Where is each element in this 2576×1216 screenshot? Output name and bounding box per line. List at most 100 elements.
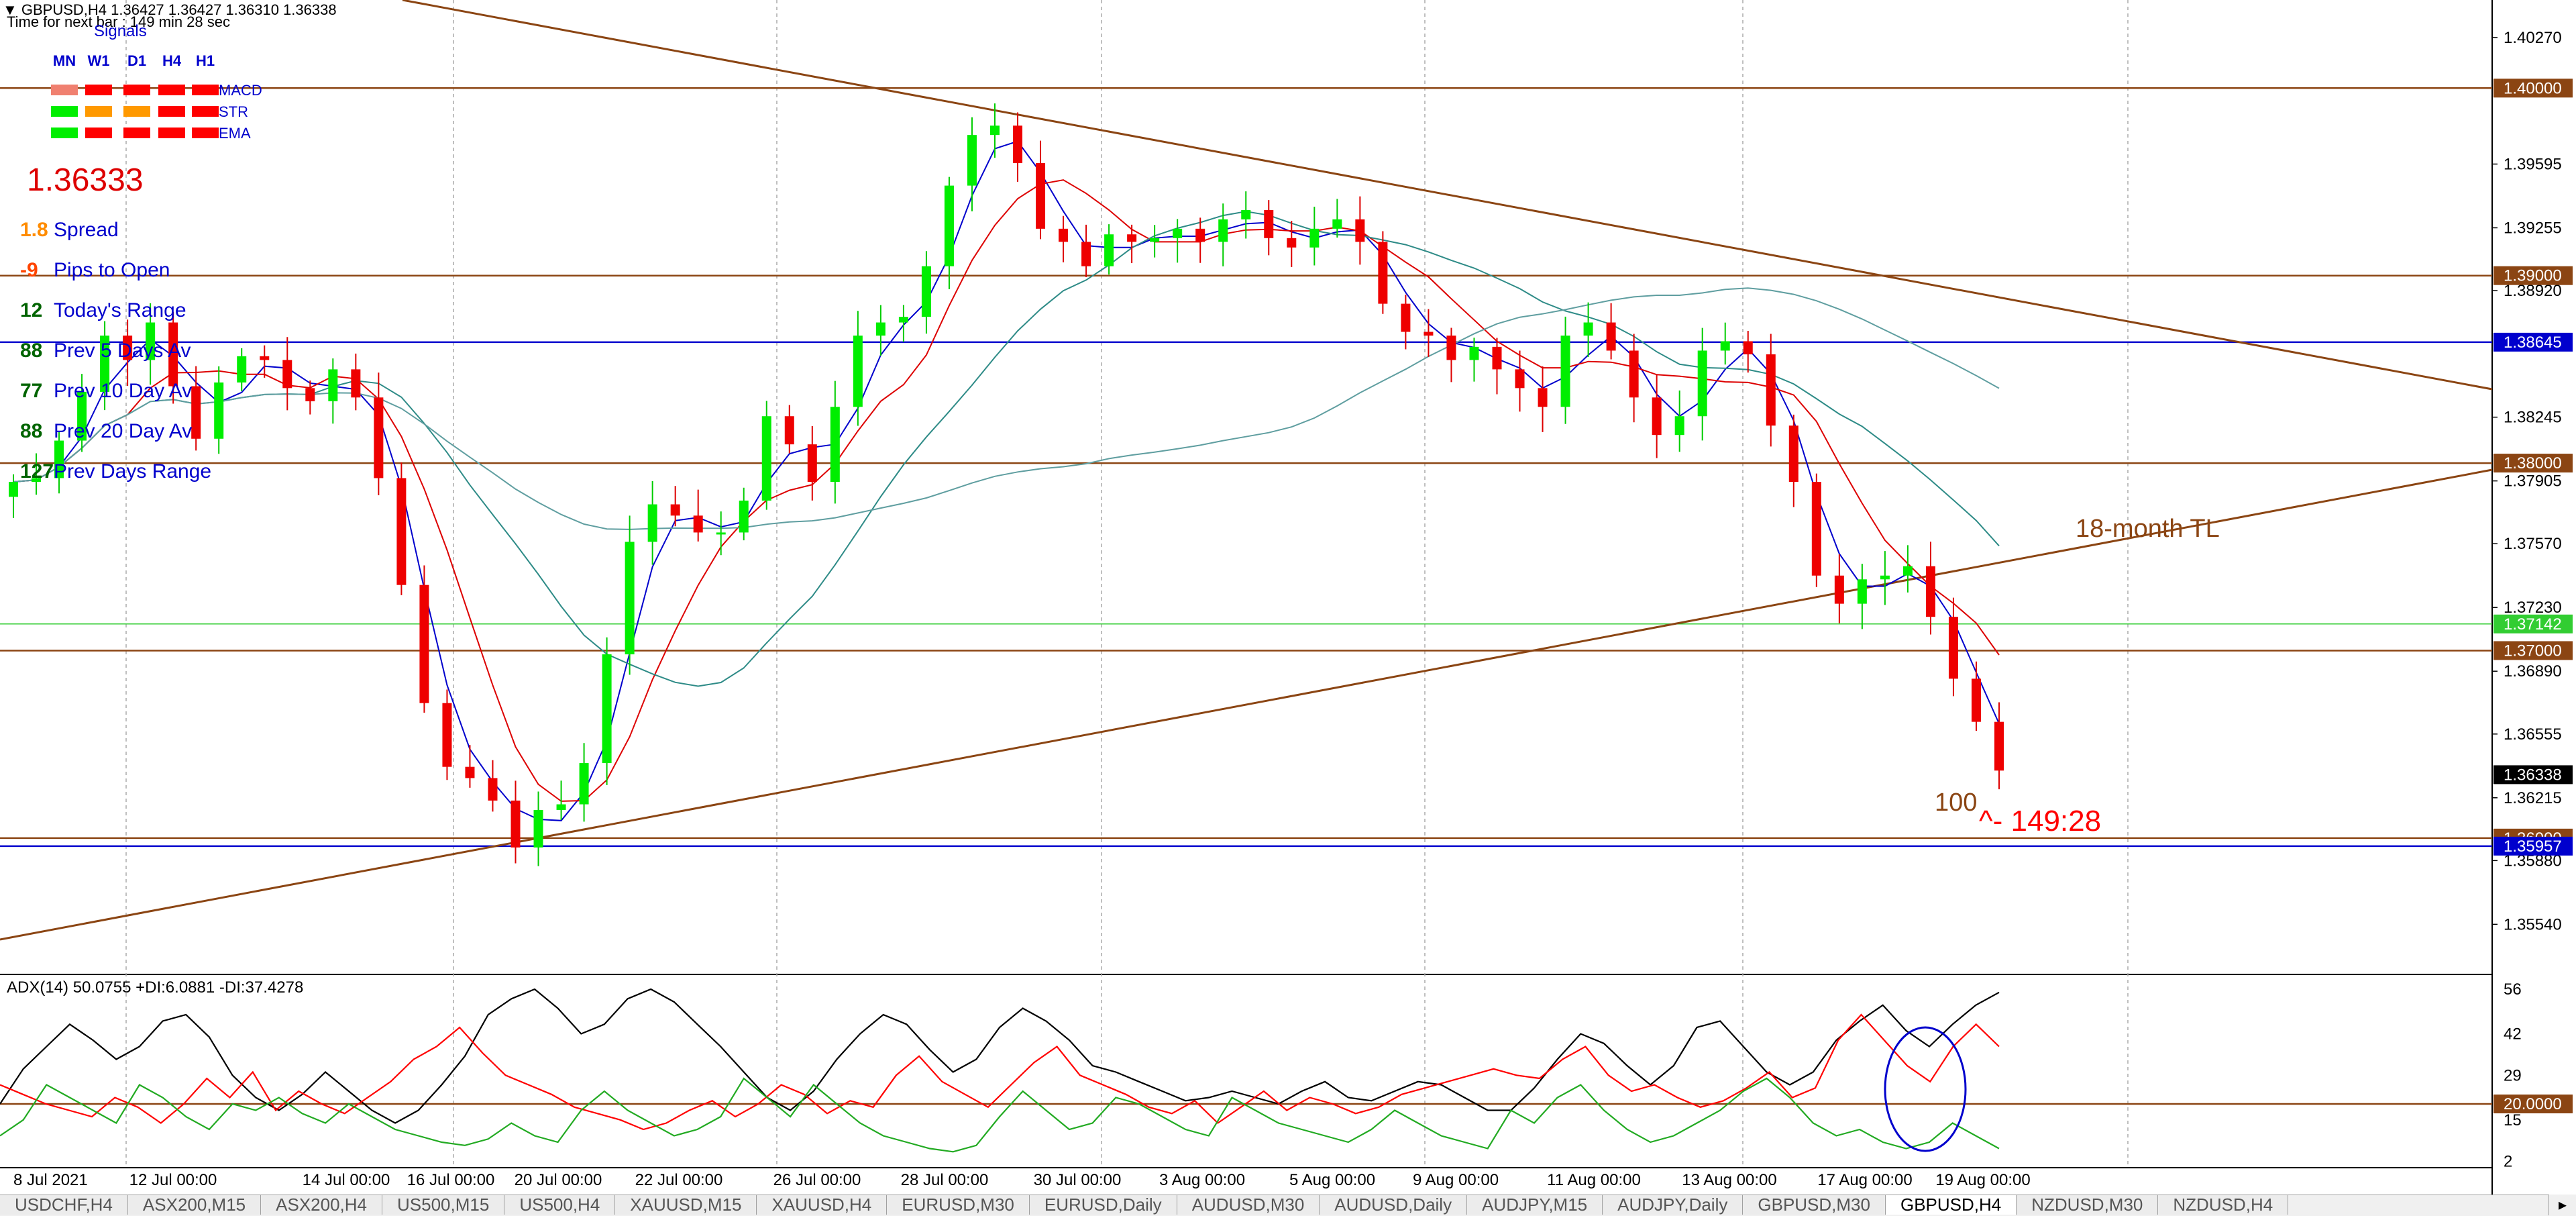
current-price-tag xyxy=(2493,765,2573,784)
candle-body xyxy=(1857,579,1867,604)
chart-tab[interactable]: EURUSD,M30 xyxy=(887,1195,1030,1215)
chart-tab[interactable]: NZDUSD,M30 xyxy=(2017,1195,2159,1215)
ema-slow-line xyxy=(13,211,2000,687)
candle-body xyxy=(533,809,543,848)
chart-tab[interactable]: ASX200,H4 xyxy=(261,1195,383,1215)
candle-body xyxy=(1743,341,1753,355)
symbol-header: ▼ GBPUSD,H4 1.36427 1.36427 1.36310 1.36… xyxy=(3,1,337,18)
x-tick-label: 5 Aug 00:00 xyxy=(1289,1171,1375,1189)
candle-body xyxy=(32,478,42,483)
signal-row-label: MACD xyxy=(219,82,262,99)
info-value: 12 xyxy=(20,299,42,321)
candle-body xyxy=(853,336,863,407)
ascending-trendline-18-month xyxy=(0,468,2493,941)
candle-body xyxy=(739,500,749,533)
signal-cell xyxy=(51,85,78,95)
chart-tab[interactable]: US500,M15 xyxy=(382,1195,505,1215)
level-price-tag xyxy=(2493,332,2573,352)
level-price-label: 1.39000 xyxy=(2504,267,2562,285)
chart-tab-bar: USDCHF,H4 ASX200,M15 ASX200,H4 US500,M15 US5… xyxy=(0,1195,2576,1216)
x-tick-label: 22 Jul 00:00 xyxy=(635,1171,723,1189)
candle-body xyxy=(100,336,110,392)
y-tick-label: 1.36215 xyxy=(2504,789,2562,807)
candle-body xyxy=(1446,336,1456,360)
chart-tab[interactable]: NZDUSD,H4 xyxy=(2158,1195,2289,1215)
y-tick-label: 1.37570 xyxy=(2504,535,2562,553)
bar-timer-text: Time for next bar : 149 min 28 sec xyxy=(7,13,230,30)
candle-body xyxy=(1515,369,1525,389)
candle-body xyxy=(9,482,18,497)
chart-tab[interactable]: GBPUSD,M30 xyxy=(1743,1195,1886,1215)
chart-tab[interactable]: AUDJPY,Daily xyxy=(1603,1195,1743,1215)
x-tick-label: 20 Jul 00:00 xyxy=(515,1171,602,1189)
signal-cell xyxy=(192,128,219,138)
x-tick-label: 8 Jul 2021 xyxy=(13,1171,88,1189)
y-tick-label: 1.35540 xyxy=(2504,915,2562,933)
adx-plus-di-line xyxy=(0,1077,2000,1153)
candle-body xyxy=(1127,234,1137,242)
info-label: Prev 10 Day Av xyxy=(54,380,192,402)
candle-body xyxy=(1925,566,1935,617)
candle-body xyxy=(1560,336,1570,407)
chart-tab[interactable]: XAUUSD,M15 xyxy=(615,1195,757,1215)
level-price-tag xyxy=(2493,266,2573,285)
candle-body xyxy=(921,266,931,317)
candle-body xyxy=(602,654,612,764)
level-price-tag xyxy=(2493,454,2573,473)
candle-body xyxy=(260,356,270,360)
candle-body xyxy=(875,322,885,336)
candle-body xyxy=(625,542,635,655)
adx-y-tick-label: 15 xyxy=(2504,1111,2522,1129)
signal-cell xyxy=(123,128,150,138)
chart-tab[interactable]: AUDJPY,M15 xyxy=(1467,1195,1603,1215)
info-value: 77 xyxy=(20,380,42,402)
signal-cell xyxy=(158,128,185,138)
chart-tab[interactable]: GBPUSD,H4 xyxy=(1885,1195,2017,1215)
chart-tab[interactable]: ASX200,M15 xyxy=(127,1195,262,1215)
tab-scroll-icon[interactable]: ▸ xyxy=(2548,1195,2576,1215)
trendlines xyxy=(0,0,2493,941)
chart-tab[interactable]: USDCHF,H4 xyxy=(0,1195,128,1215)
chart-tab[interactable]: AUDUSD,Daily xyxy=(1320,1195,1468,1215)
annotations: 18-month TL 100^- 149:28 xyxy=(1935,515,2220,838)
candle-body xyxy=(1583,322,1593,336)
candle-body xyxy=(1150,238,1160,242)
signal-cell xyxy=(192,106,219,117)
candle-body xyxy=(282,360,292,389)
candle-body xyxy=(374,397,384,478)
timeframe-label: H1 xyxy=(196,52,215,69)
y-tick-label: 1.37905 xyxy=(2504,472,2562,491)
signal-row-label: STR xyxy=(219,103,248,120)
candle-body xyxy=(54,440,64,478)
candle-body xyxy=(305,388,315,401)
info-label: Today's Range xyxy=(54,299,186,321)
ema-fast-line xyxy=(13,140,2000,821)
candles xyxy=(9,103,2004,866)
x-tick-label: 9 Aug 00:00 xyxy=(1413,1171,1499,1189)
candle-body xyxy=(1173,228,1183,238)
live-price: 1.36333 xyxy=(27,162,144,198)
candle-body xyxy=(1994,721,2004,771)
level-price-label: 1.38000 xyxy=(2504,454,2562,472)
candle-body xyxy=(1218,219,1228,242)
info-value: 88 xyxy=(20,420,42,442)
ema-long-line xyxy=(13,287,2000,530)
chart-tab[interactable]: EURUSD,Daily xyxy=(1029,1195,1177,1215)
candle-body xyxy=(1811,482,1821,576)
level-price-tag xyxy=(2493,641,2573,660)
candle-body xyxy=(396,478,407,585)
chart-tab[interactable]: AUDUSD,M30 xyxy=(1177,1195,1320,1215)
chart-tab[interactable]: XAUUSD,H4 xyxy=(757,1195,888,1215)
candle-body xyxy=(1697,350,1707,417)
candle-body xyxy=(442,703,452,767)
info-label: Pips to Open xyxy=(54,259,170,281)
chart-tab[interactable]: US500,H4 xyxy=(504,1195,616,1215)
descending-trendline xyxy=(402,0,2493,391)
signal-cell xyxy=(158,85,185,95)
candle-body xyxy=(1629,350,1639,398)
x-tick-label: 3 Aug 00:00 xyxy=(1159,1171,1245,1189)
signal-cell xyxy=(51,128,78,138)
x-tick-label: 11 Aug 00:00 xyxy=(1547,1171,1641,1189)
x-tick-label: 28 Jul 00:00 xyxy=(901,1171,989,1189)
